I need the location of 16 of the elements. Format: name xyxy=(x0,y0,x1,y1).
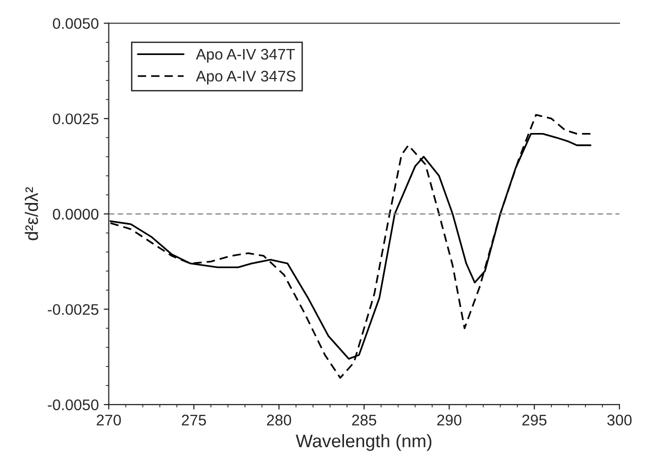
x-tick-label: 280 xyxy=(267,414,292,426)
y-tick-label: -0.0050 xyxy=(48,399,98,410)
y-tick-label: 0.0025 xyxy=(52,113,98,124)
legend-label: Apo A-IV 347S xyxy=(196,70,296,85)
x-tick-label: 300 xyxy=(607,414,632,426)
y-tick-label: -0.0025 xyxy=(48,304,98,315)
y-tick-label: 0.0050 xyxy=(52,18,98,29)
y-tick-label: 0.0000 xyxy=(52,208,98,220)
x-tick-label: 295 xyxy=(522,414,546,426)
legend-label: Apo A-IV 347T xyxy=(196,48,295,63)
x-tick-label: 290 xyxy=(437,414,462,426)
x-tick-label: 270 xyxy=(96,414,121,426)
x-tick-label: 275 xyxy=(182,414,206,426)
y-axis-title: d²ε/dλ² xyxy=(24,187,38,240)
x-axis-title: Wavelength (nm) xyxy=(296,434,432,451)
x-tick-label: 285 xyxy=(352,414,376,426)
